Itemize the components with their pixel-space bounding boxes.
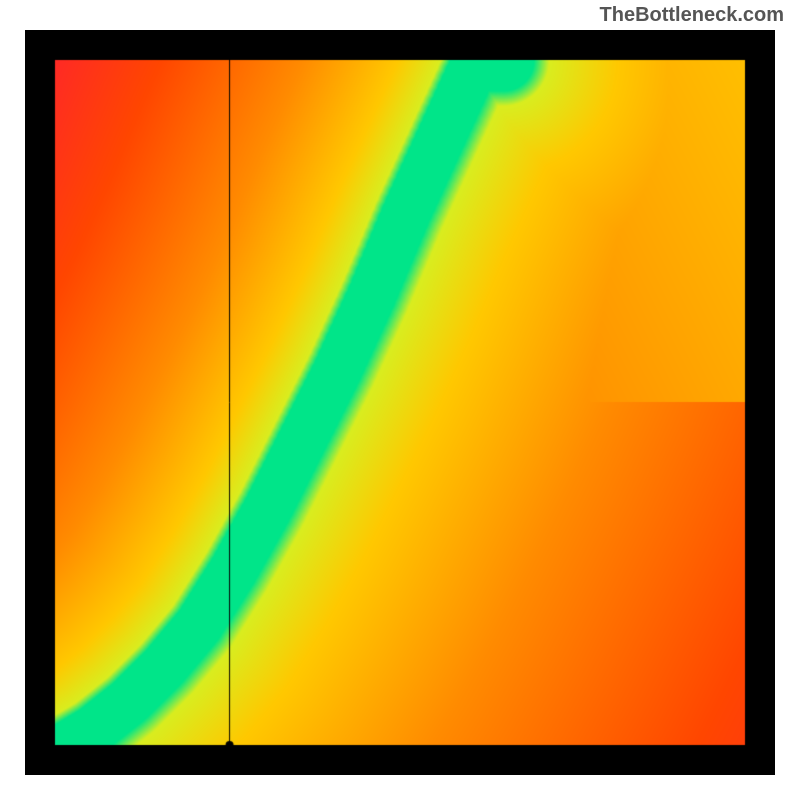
plot-area <box>25 30 775 775</box>
heatmap-canvas <box>25 30 775 775</box>
watermark-text: TheBottleneck.com <box>600 4 784 27</box>
chart-container: TheBottleneck.com <box>0 0 800 800</box>
